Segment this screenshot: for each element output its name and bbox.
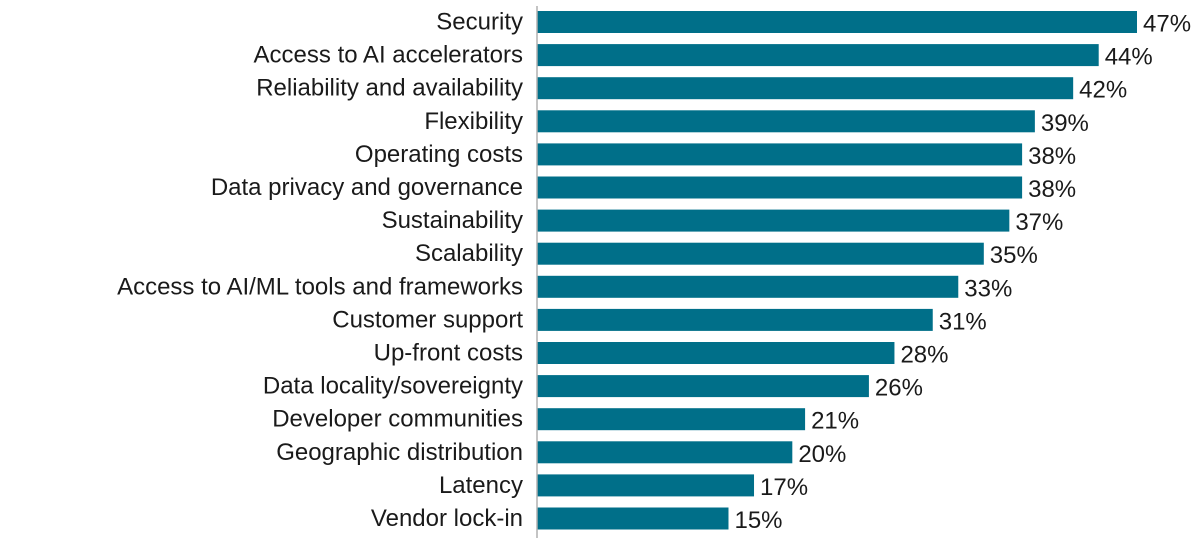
value-label: 44% bbox=[1105, 44, 1153, 71]
value-label: 38% bbox=[1028, 143, 1076, 170]
value-label: 20% bbox=[798, 441, 846, 468]
bar bbox=[537, 176, 1023, 199]
category-label: Latency bbox=[439, 472, 523, 499]
category-labels-group: Security Access to AI accelerators Reliabi… bbox=[117, 9, 523, 533]
value-label: 35% bbox=[990, 242, 1038, 269]
value-label: 37% bbox=[1015, 209, 1063, 236]
bar bbox=[537, 342, 895, 364]
category-label: Geographic distribution bbox=[276, 439, 523, 466]
bar bbox=[537, 507, 729, 530]
value-label: 21% bbox=[811, 408, 859, 435]
category-label: Data privacy and governance bbox=[211, 174, 523, 201]
category-label: Data locality/sovereignty bbox=[263, 373, 523, 400]
category-label: Security bbox=[436, 9, 523, 36]
bar bbox=[537, 143, 1023, 166]
value-label: 15% bbox=[734, 507, 782, 534]
value-label: 42% bbox=[1079, 77, 1127, 104]
value-label: 47% bbox=[1143, 11, 1191, 38]
category-label: Sustainability bbox=[382, 207, 523, 234]
category-label: Up-front costs bbox=[374, 340, 523, 367]
category-label: Operating costs bbox=[355, 141, 523, 168]
bar bbox=[537, 44, 1099, 67]
value-label: 26% bbox=[875, 375, 923, 402]
bar bbox=[537, 441, 793, 464]
bar bbox=[537, 242, 984, 265]
category-label: Customer support bbox=[332, 306, 523, 333]
value-label: 31% bbox=[939, 308, 987, 335]
value-label: 28% bbox=[900, 342, 948, 369]
value-label: 38% bbox=[1028, 176, 1076, 203]
bar bbox=[537, 77, 1074, 100]
value-labels-group: 47% 44% 42% 39% 38% 38% 37% 35% 33% 31% 28% 26% 21% 2… bbox=[734, 11, 1191, 535]
value-label: 17% bbox=[760, 474, 808, 501]
category-label: Reliability and availability bbox=[256, 75, 523, 102]
bar bbox=[537, 308, 933, 331]
bar bbox=[537, 11, 1137, 33]
bar bbox=[537, 209, 1010, 232]
value-label: 39% bbox=[1041, 110, 1089, 137]
bar bbox=[537, 474, 755, 497]
category-label: Vendor lock-in bbox=[371, 505, 523, 532]
category-label: Flexibility bbox=[424, 108, 523, 135]
value-label: 33% bbox=[964, 275, 1012, 302]
category-label: Scalability bbox=[415, 240, 523, 267]
bars-group bbox=[537, 11, 1137, 530]
bar bbox=[537, 275, 959, 298]
category-label: Access to AI accelerators bbox=[254, 42, 523, 69]
bar bbox=[537, 375, 869, 398]
bar bbox=[537, 408, 806, 431]
category-label: Developer communities bbox=[272, 406, 523, 433]
bar bbox=[537, 110, 1035, 133]
category-label: Access to AI/ML tools and frameworks bbox=[117, 273, 523, 300]
